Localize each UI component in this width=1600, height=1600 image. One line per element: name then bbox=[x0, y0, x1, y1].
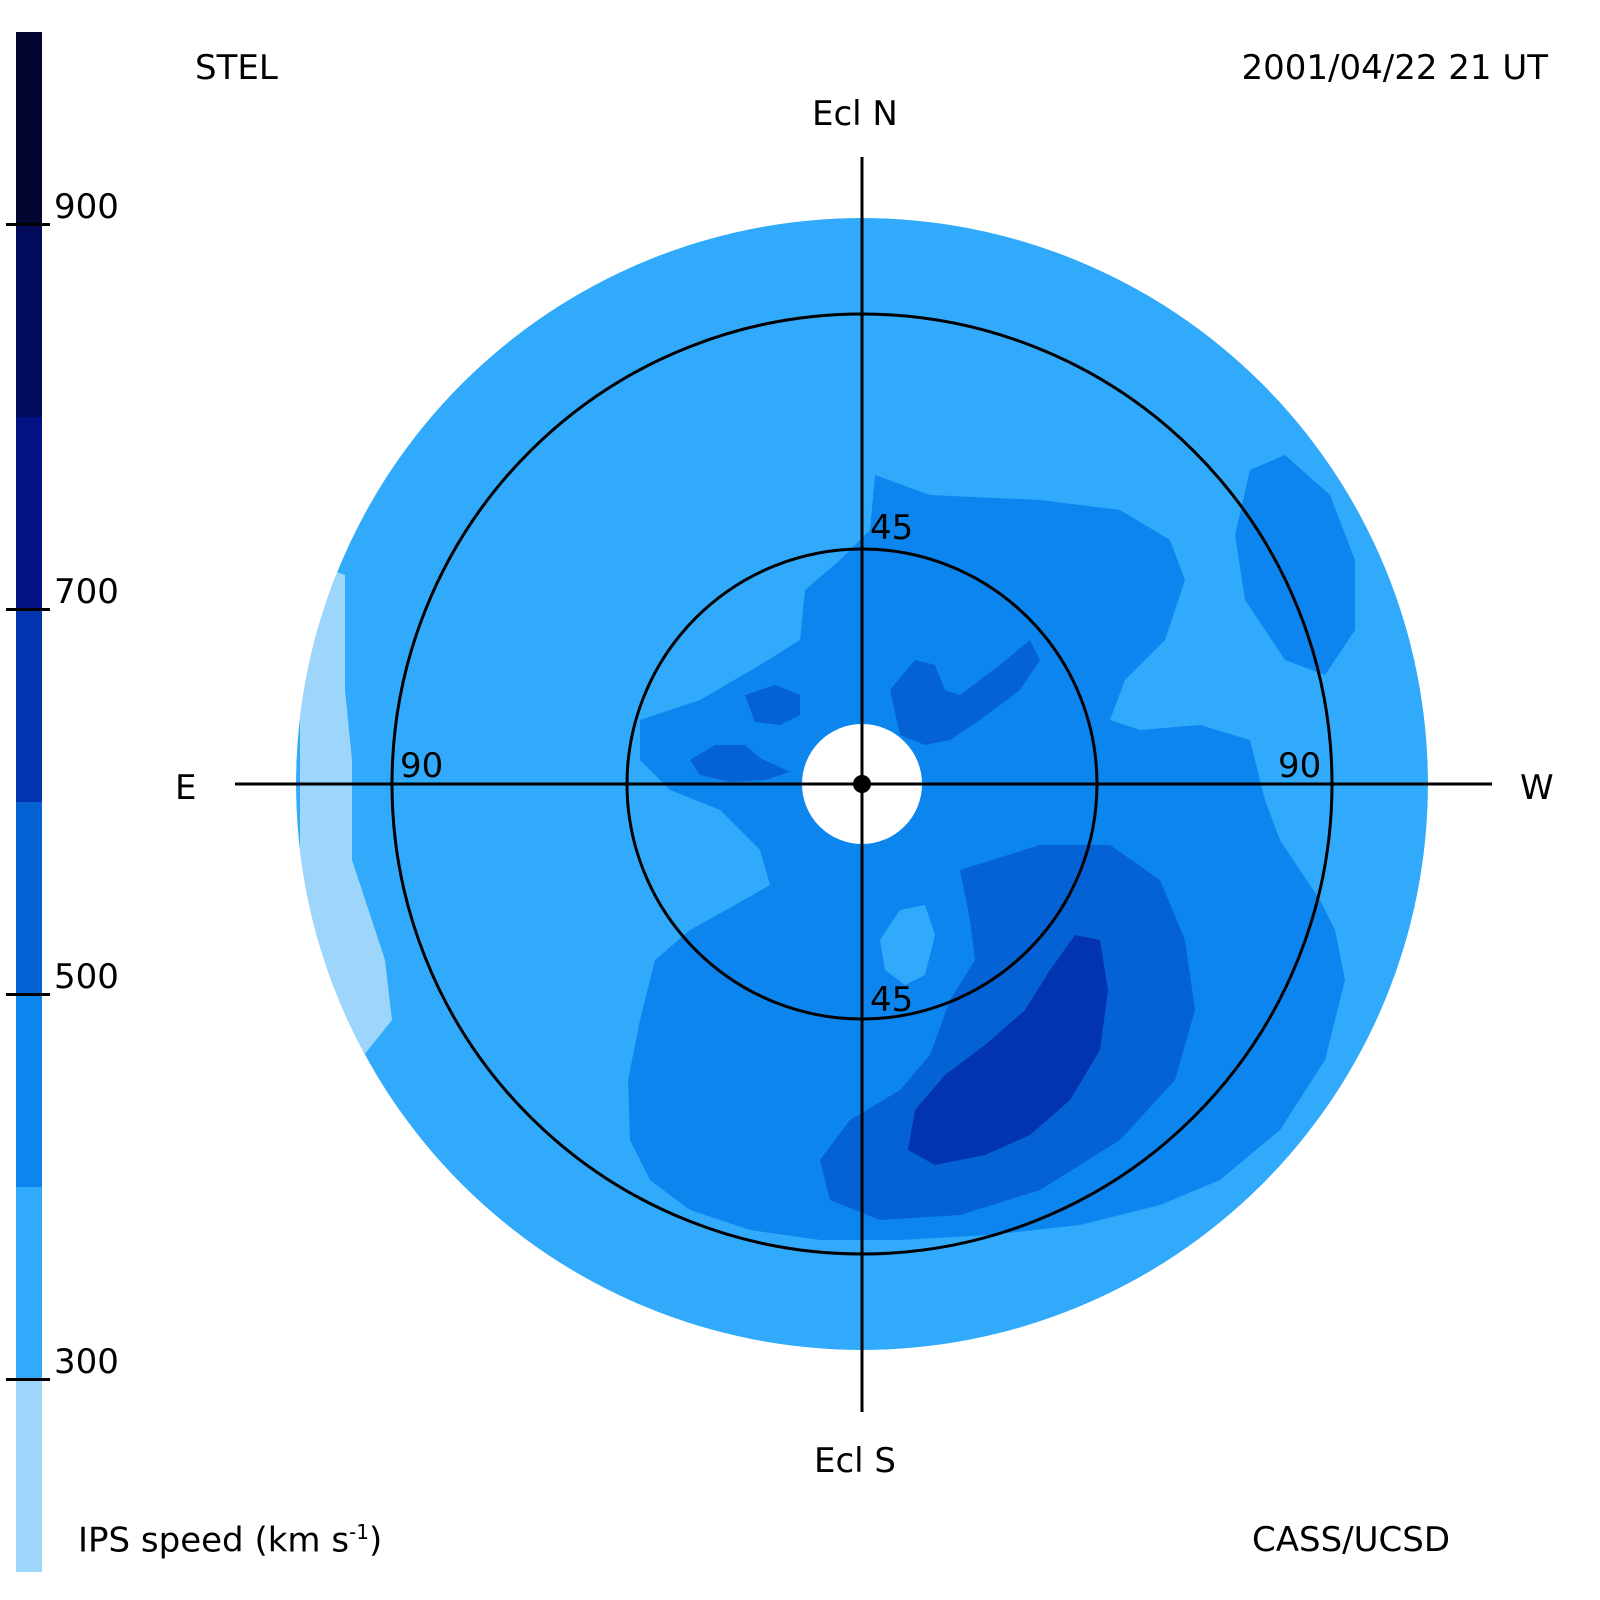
southwest-peak bbox=[908, 935, 1108, 1165]
colorbar-tick-label-1: 500 bbox=[54, 956, 119, 997]
colorbar-level-6 bbox=[16, 224, 42, 417]
colorbar-title: IPS speed (km s-1) bbox=[78, 1520, 382, 1560]
colorbar-tick-label-0: 300 bbox=[54, 1341, 119, 1382]
west-label: W bbox=[1520, 768, 1554, 808]
colorbar-title-unit-exponent: -1 bbox=[349, 1520, 369, 1544]
east-label: E bbox=[175, 768, 197, 808]
ring-90-right-label: 90 bbox=[1278, 746, 1322, 786]
colorbar-level-5 bbox=[16, 417, 42, 610]
ring-45-bottom-label: 45 bbox=[870, 980, 914, 1020]
southwest-low-pocket bbox=[880, 905, 935, 985]
low-speed-east-limb bbox=[300, 560, 392, 1060]
ring-45-top-label: 45 bbox=[870, 508, 914, 548]
colorbar-level-4 bbox=[16, 609, 42, 802]
colorbar-level-2 bbox=[16, 994, 42, 1187]
northern-core-east bbox=[745, 685, 800, 725]
colorbar-tick-label-2: 700 bbox=[54, 571, 119, 612]
ecl-north-label: Ecl N bbox=[812, 94, 898, 134]
sun-center-dot bbox=[853, 775, 871, 793]
colorbar bbox=[16, 32, 42, 1572]
colorbar-level-1 bbox=[16, 1187, 42, 1380]
colorbar-title-close: ) bbox=[369, 1520, 383, 1561]
colorbar-title-text: IPS speed (km s bbox=[78, 1520, 350, 1561]
colorbar-level-0 bbox=[16, 1379, 42, 1572]
timestamp-label: 2001/04/22 21 UT bbox=[1241, 48, 1549, 88]
eastern-core bbox=[690, 745, 790, 782]
northern-core-west bbox=[890, 640, 1040, 745]
colorbar-tick-label-3: 900 bbox=[54, 186, 119, 227]
ring-90-left-label: 90 bbox=[400, 746, 444, 786]
colorbar-level-3 bbox=[16, 802, 42, 995]
colorbar-level-7 bbox=[16, 32, 42, 225]
observatory-label: STEL bbox=[195, 48, 278, 88]
northwest-patch bbox=[1235, 455, 1355, 675]
ecl-south-label: Ecl S bbox=[814, 1441, 897, 1481]
credit-label: CASS/UCSD bbox=[1252, 1520, 1451, 1560]
